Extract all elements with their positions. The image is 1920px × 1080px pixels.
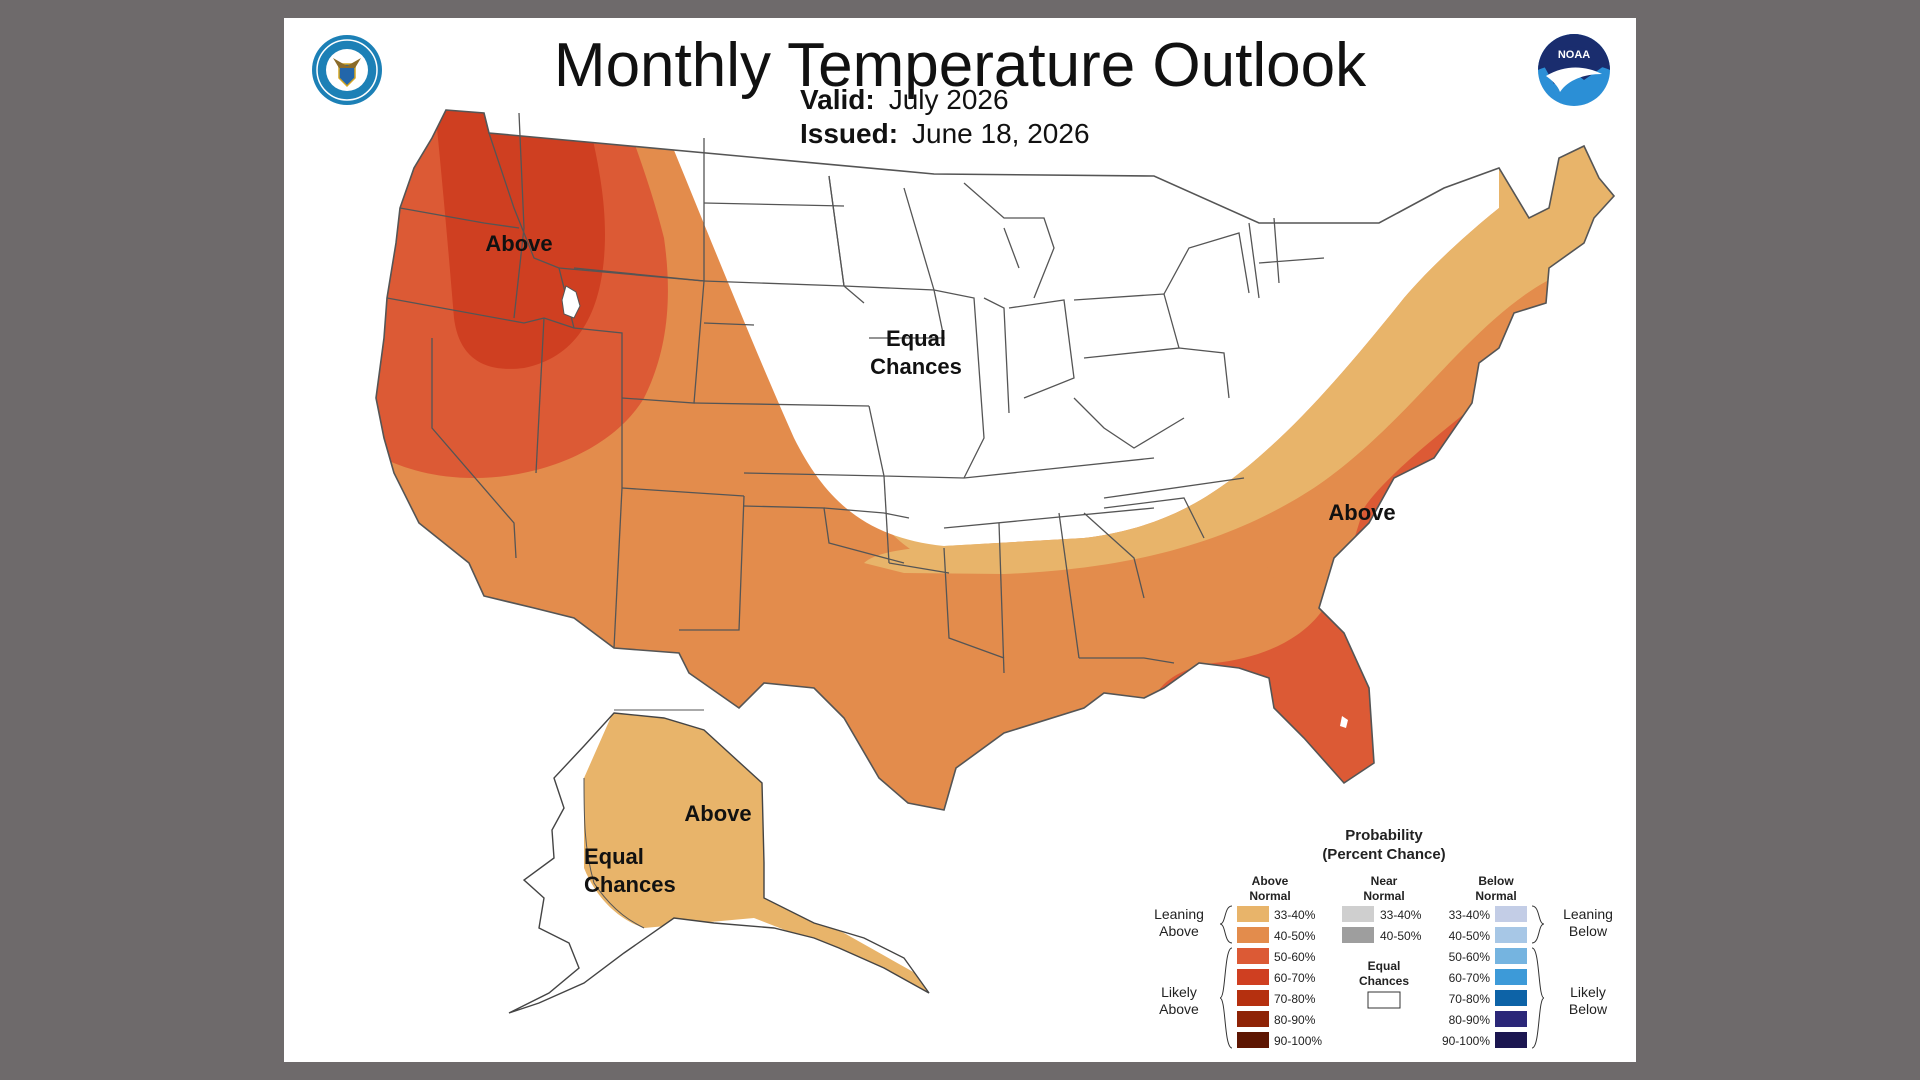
lake-okeechobee [1340,716,1348,728]
leaning-above-1: Leaning [1154,906,1204,922]
swatch-below-60-70 [1495,969,1527,985]
label-above-90-100: 90-100% [1274,1034,1322,1048]
swatch-equal [1367,991,1401,1009]
leaning-below-2: Below [1569,923,1608,939]
likely-below-2: Below [1569,1001,1608,1017]
swatch-above-80-90 [1237,1011,1269,1027]
swatch-below-33-40 [1495,906,1527,922]
label-alaska-chances: Chances [584,872,676,897]
page-title: Monthly Temperature Outlook [553,31,1367,100]
swatch-near-33-40 [1342,906,1374,922]
issued-label: Issued: [800,118,899,149]
alaska-outline [508,712,930,1014]
legend-subtitle: (Percent Chance) [1322,846,1445,863]
alaska-above-outline [583,709,704,929]
above-33-40-east-band [864,110,1614,574]
great-salt-lake [561,285,581,319]
label-below-40-50: 40-50% [1449,929,1491,943]
swatch-below-70-80 [1495,990,1527,1006]
commerce-seal-icon [312,35,382,105]
label-below-80-90: 80-90% [1449,1013,1491,1027]
swatch-below-90-100 [1495,1032,1527,1048]
legend-braces [1219,905,1545,1049]
label-below-90-100: 90-100% [1442,1034,1490,1048]
legend-near-head-1: Near [1371,874,1398,888]
valid-line: Valid: July 2026 [800,84,1009,116]
legend-equal-1: Equal [1368,959,1401,973]
legend-above-head-2: Normal [1249,889,1290,903]
swatch-below-50-60 [1495,948,1527,964]
swatch-above-60-70 [1237,969,1269,985]
label-southeast-above: Above [1328,500,1395,525]
label-alaska-equal: Equal [584,844,644,869]
label-above-50-60: 50-60% [1274,950,1316,964]
label-below-70-80: 70-80% [1449,992,1491,1006]
issued-line: Issued: June 18, 2026 [800,118,1090,150]
valid-value: July 2026 [888,84,1009,115]
legend-title: Probability [1345,827,1423,844]
legend-equal-2: Chances [1359,974,1409,988]
label-above-60-70: 60-70% [1274,971,1316,985]
label-below-33-40: 33-40% [1449,908,1491,922]
swatch-above-90-100 [1237,1032,1269,1048]
legend-near-head-2: Normal [1363,889,1404,903]
outlook-panel: Above Equal Chances Above Above Equal Ch… [284,18,1636,1062]
likely-above-1: Likely [1161,984,1197,1000]
label-below-60-70: 60-70% [1449,971,1491,985]
likely-above-2: Above [1159,1001,1199,1017]
swatch-below-80-90 [1495,1011,1527,1027]
swatch-above-70-80 [1237,990,1269,1006]
label-above-33-40: 33-40% [1274,908,1316,922]
noaa-logo-icon: NOAA [1538,34,1610,106]
legend-below-head-2: Normal [1475,889,1516,903]
label-above-70-80: 70-80% [1274,992,1316,1006]
label-central-chances: Chances [870,354,962,379]
probability-legend: Probability (Percent Chance) Above Norma… [1154,827,1613,1049]
swatch-above-50-60 [1237,948,1269,964]
alaska-above-33-40 [584,713,929,1008]
legend-above-head-1: Above [1252,874,1289,888]
issued-value: June 18, 2026 [912,118,1090,149]
label-near-33-40: 33-40% [1380,908,1422,922]
outlook-map: Above Equal Chances Above Above Equal Ch… [312,34,1616,1049]
label-alaska-above: Above [684,801,751,826]
leaning-below-1: Leaning [1563,906,1613,922]
likely-below-1: Likely [1570,984,1606,1000]
svg-text:NOAA: NOAA [1558,49,1590,61]
label-above-80-90: 80-90% [1274,1013,1316,1027]
label-near-40-50: 40-50% [1380,929,1422,943]
valid-label: Valid: [800,84,875,115]
leaning-above-2: Above [1159,923,1199,939]
swatch-above-40-50 [1237,927,1269,943]
swatch-below-40-50 [1495,927,1527,943]
label-below-50-60: 50-60% [1449,950,1491,964]
legend-below-head-1: Below [1478,874,1514,888]
label-above-40-50: 40-50% [1274,929,1316,943]
swatch-near-40-50 [1342,927,1374,943]
state-boundaries [375,109,1616,811]
label-northwest-above: Above [485,231,552,256]
label-central-equal: Equal [886,326,946,351]
swatch-above-33-40 [1237,906,1269,922]
